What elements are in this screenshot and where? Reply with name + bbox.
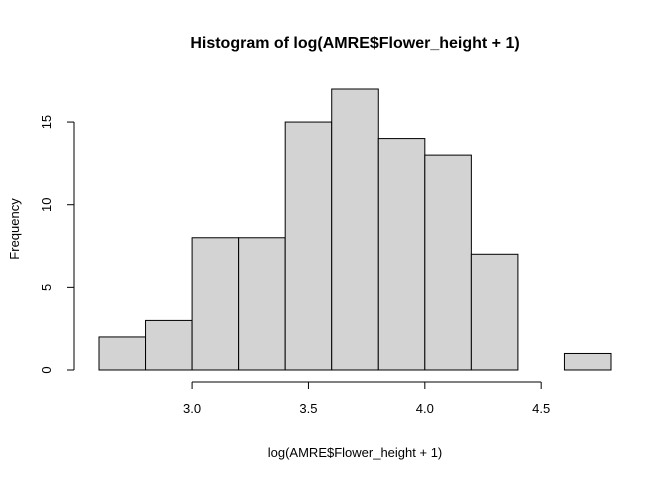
x-axis-label: log(AMRE$Flower_height + 1) bbox=[268, 445, 443, 460]
histogram-bar bbox=[191, 237, 240, 371]
x-tick-label: 4.5 bbox=[532, 401, 550, 416]
x-tick-label: 4.0 bbox=[416, 401, 434, 416]
chart-title: Histogram of log(AMRE$Flower_height + 1) bbox=[190, 35, 519, 52]
x-tick-label: 3.0 bbox=[183, 401, 201, 416]
histogram-bar bbox=[377, 138, 426, 371]
x-axis: 3.0 3.5 4.0 4.5 bbox=[183, 381, 550, 416]
histogram-bar bbox=[238, 237, 286, 371]
histogram-bar bbox=[470, 253, 519, 371]
x-tick-label: 3.5 bbox=[299, 401, 317, 416]
histogram-bar bbox=[563, 352, 612, 371]
histogram-bar bbox=[98, 336, 147, 371]
histogram-bar bbox=[424, 154, 472, 371]
y-axis-label: Frequency bbox=[7, 198, 22, 260]
y-axis: 0 5 10 15 bbox=[39, 115, 75, 374]
y-tick-label: 5 bbox=[39, 284, 54, 291]
y-tick-label: 15 bbox=[39, 115, 54, 129]
histogram-bar bbox=[284, 121, 333, 371]
histogram-bar bbox=[145, 319, 193, 371]
bars-group bbox=[98, 88, 612, 371]
y-tick-label: 0 bbox=[39, 366, 54, 373]
y-tick-label: 10 bbox=[39, 197, 54, 211]
histogram-bar bbox=[331, 88, 379, 371]
